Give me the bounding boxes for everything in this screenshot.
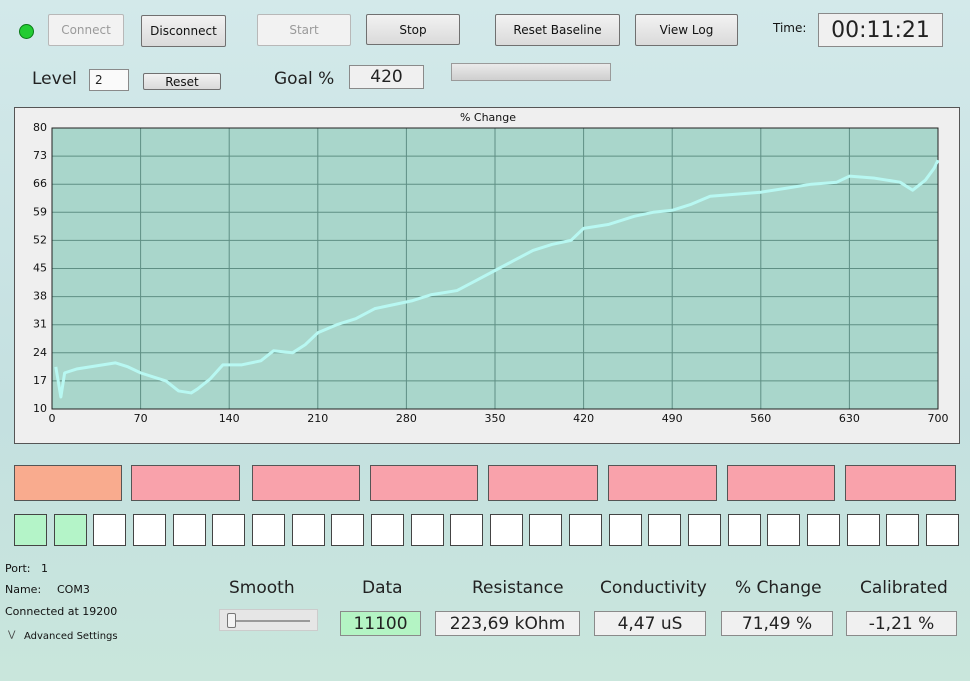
x-tick-label: 70 xyxy=(134,412,148,425)
change-label: % Change xyxy=(735,578,822,598)
chart: % Change 10 17 24 31 38 45 52 59 66 73 80 0 70 140 210… xyxy=(33,111,949,425)
step-box xyxy=(252,514,285,546)
y-tick-label: 73 xyxy=(33,149,47,162)
step-box xyxy=(371,514,404,546)
step-box xyxy=(609,514,642,546)
step-box xyxy=(54,514,87,546)
time-display: 00:11:21 xyxy=(818,13,943,47)
level-reset-button[interactable]: Reset xyxy=(143,73,221,90)
step-box xyxy=(173,514,206,546)
calibrated-label: Calibrated xyxy=(860,578,948,598)
step-box xyxy=(767,514,800,546)
step-box xyxy=(14,514,47,546)
y-tick-label: 45 xyxy=(33,262,47,275)
x-tick-label: 630 xyxy=(839,412,860,425)
level-tile xyxy=(252,465,360,501)
level-input[interactable]: 2 xyxy=(89,69,129,91)
step-box xyxy=(688,514,721,546)
conductivity-label: Conductivity xyxy=(600,578,707,598)
step-box xyxy=(212,514,245,546)
x-tick-label: 0 xyxy=(49,412,56,425)
chevron-icon[interactable]: ⋁ xyxy=(8,630,16,640)
connection-status: Connected at 19200 xyxy=(5,605,118,618)
conductivity-value: 4,47 uS xyxy=(594,611,706,636)
calibrated-value: -1,21 % xyxy=(846,611,957,636)
goal-input[interactable]: 420 xyxy=(349,65,424,89)
y-tick-label: 24 xyxy=(33,346,47,359)
x-tick-label: 490 xyxy=(662,412,683,425)
data-value: 11100 xyxy=(340,611,421,636)
level-tile xyxy=(488,465,598,501)
step-box xyxy=(529,514,562,546)
stop-button[interactable]: Stop xyxy=(366,14,460,45)
resistance-value: 223,69 kOhm xyxy=(435,611,580,636)
view-log-button[interactable]: View Log xyxy=(635,14,738,46)
data-line xyxy=(54,159,940,399)
x-tick-label: 700 xyxy=(928,412,949,425)
step-box xyxy=(926,514,959,546)
data-label: Data xyxy=(362,578,403,598)
x-tick-label: 560 xyxy=(750,412,771,425)
x-tick-label: 350 xyxy=(485,412,506,425)
port-value: 1 xyxy=(41,562,48,575)
smooth-label: Smooth xyxy=(229,578,295,598)
x-tick-label: 140 xyxy=(219,412,240,425)
name-value: COM3 xyxy=(57,583,90,596)
smooth-slider[interactable] xyxy=(219,609,318,631)
name-label: Name: xyxy=(5,583,42,596)
disconnect-button[interactable]: Disconnect xyxy=(141,15,226,47)
progress-bar xyxy=(451,63,611,81)
step-box xyxy=(93,514,126,546)
step-box xyxy=(450,514,483,546)
level-tile xyxy=(727,465,835,501)
y-tick-label: 66 xyxy=(33,177,47,190)
port-label: Port: xyxy=(5,562,31,575)
y-tick-label: 17 xyxy=(33,374,47,387)
step-box xyxy=(807,514,840,546)
step-box xyxy=(490,514,523,546)
advanced-settings-link[interactable]: Advanced Settings xyxy=(24,631,118,642)
step-box xyxy=(411,514,444,546)
y-tick-label: 31 xyxy=(33,318,47,331)
y-tick-label: 38 xyxy=(33,290,47,303)
y-tick-label: 52 xyxy=(33,233,47,246)
step-box xyxy=(648,514,681,546)
level-tile xyxy=(370,465,478,501)
y-tick-label: 59 xyxy=(33,205,47,218)
step-box xyxy=(569,514,602,546)
step-box xyxy=(847,514,880,546)
chart-title: % Change xyxy=(460,111,516,124)
x-tick-label: 420 xyxy=(573,412,594,425)
x-tick-label: 210 xyxy=(307,412,328,425)
step-box xyxy=(728,514,761,546)
step-box xyxy=(331,514,364,546)
y-tick-label: 80 xyxy=(33,121,47,134)
level-tile xyxy=(608,465,717,501)
goal-label: Goal % xyxy=(274,69,335,89)
level-tile xyxy=(845,465,956,501)
plot-border xyxy=(51,127,939,410)
level-label: Level xyxy=(32,69,77,89)
step-box xyxy=(133,514,166,546)
resistance-label: Resistance xyxy=(472,578,564,598)
step-box xyxy=(886,514,919,546)
level-tile xyxy=(14,465,122,501)
status-led xyxy=(19,24,34,39)
change-value: 71,49 % xyxy=(721,611,833,636)
start-button[interactable]: Start xyxy=(257,14,351,46)
time-label: Time: xyxy=(773,21,807,35)
reset-baseline-button[interactable]: Reset Baseline xyxy=(495,14,620,46)
x-tick-label: 280 xyxy=(396,412,417,425)
y-tick-label: 10 xyxy=(33,402,47,415)
level-tile xyxy=(131,465,240,501)
step-box xyxy=(292,514,325,546)
connect-button[interactable]: Connect xyxy=(48,14,124,46)
